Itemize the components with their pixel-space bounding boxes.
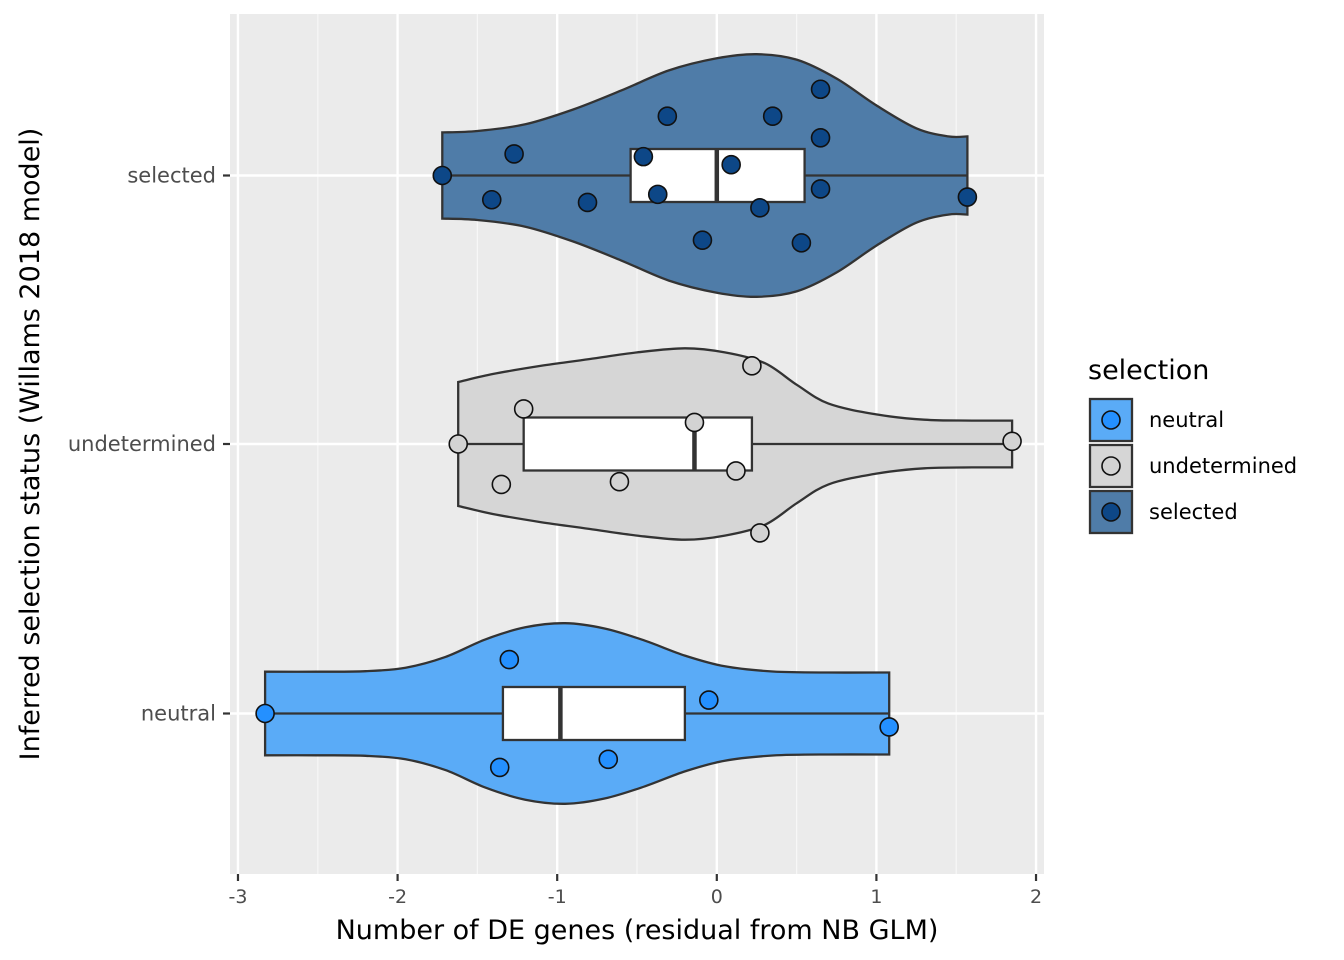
x-tick-label: -2	[388, 886, 407, 908]
legend-title: selection	[1088, 355, 1209, 386]
group-selected	[432, 53, 978, 298]
legend-keys: neutral undetermined selected	[1088, 397, 1297, 535]
point-neutral	[598, 749, 619, 770]
point-neutral	[489, 757, 510, 778]
point-undetermined	[726, 461, 746, 481]
point-undetermined	[448, 434, 469, 454]
y-tick-label-selected: selected	[127, 164, 216, 188]
legend-label-undetermined: undetermined	[1149, 454, 1297, 478]
point-undetermined	[742, 356, 762, 376]
legend-point-selected	[1101, 502, 1121, 522]
point-undetermined	[513, 399, 534, 419]
point-selected	[791, 233, 812, 253]
point-selected	[647, 184, 668, 205]
point-undetermined	[750, 523, 770, 543]
x-tick-label: -3	[229, 886, 248, 908]
point-selected	[810, 179, 831, 199]
x-axis: -3 -2 -1 0 1 2	[229, 874, 1042, 908]
legend-label-selected: selected	[1149, 500, 1238, 524]
x-axis-title: Number of DE genes (residual from NB GLM…	[336, 915, 939, 946]
box-undetermined	[522, 416, 754, 472]
point-selected	[432, 165, 453, 186]
point-neutral	[879, 717, 899, 737]
point-selected	[481, 189, 502, 210]
x-tick-label: 0	[711, 886, 723, 908]
point-selected	[633, 146, 654, 167]
legend: selection neutral undetermined selected	[1088, 355, 1297, 535]
violin-groups	[255, 53, 1022, 805]
point-undetermined	[491, 474, 512, 495]
legend-point-undetermined	[1101, 456, 1121, 476]
legend-point-neutral	[1101, 410, 1121, 430]
point-neutral	[499, 649, 520, 670]
point-selected	[810, 79, 831, 100]
x-tick-label: -1	[548, 886, 567, 908]
point-undetermined	[1002, 431, 1022, 452]
point-undetermined	[609, 471, 630, 492]
legend-label-neutral: neutral	[1149, 408, 1224, 432]
point-selected	[692, 230, 713, 250]
x-tick-label: 2	[1030, 886, 1042, 908]
y-axis: neutral undetermined selected	[68, 164, 230, 726]
group-undetermined	[448, 347, 1022, 543]
y-tick-label-undetermined: undetermined	[68, 432, 216, 456]
x-tick-label: 1	[870, 886, 882, 908]
point-selected	[957, 187, 978, 207]
y-tick-label-neutral: neutral	[141, 702, 216, 726]
point-neutral	[699, 690, 719, 710]
point-selected	[810, 127, 831, 148]
point-selected	[721, 154, 741, 175]
point-selected	[762, 106, 783, 127]
group-neutral	[255, 622, 899, 805]
point-undetermined	[684, 412, 705, 433]
point-selected	[577, 192, 598, 213]
point-selected	[504, 144, 524, 164]
point-selected	[750, 198, 770, 218]
point-selected	[657, 106, 678, 127]
point-neutral	[255, 703, 275, 724]
box-neutral	[501, 685, 687, 742]
y-axis-title: Inferred selection status (Willams 2018 …	[15, 128, 46, 761]
